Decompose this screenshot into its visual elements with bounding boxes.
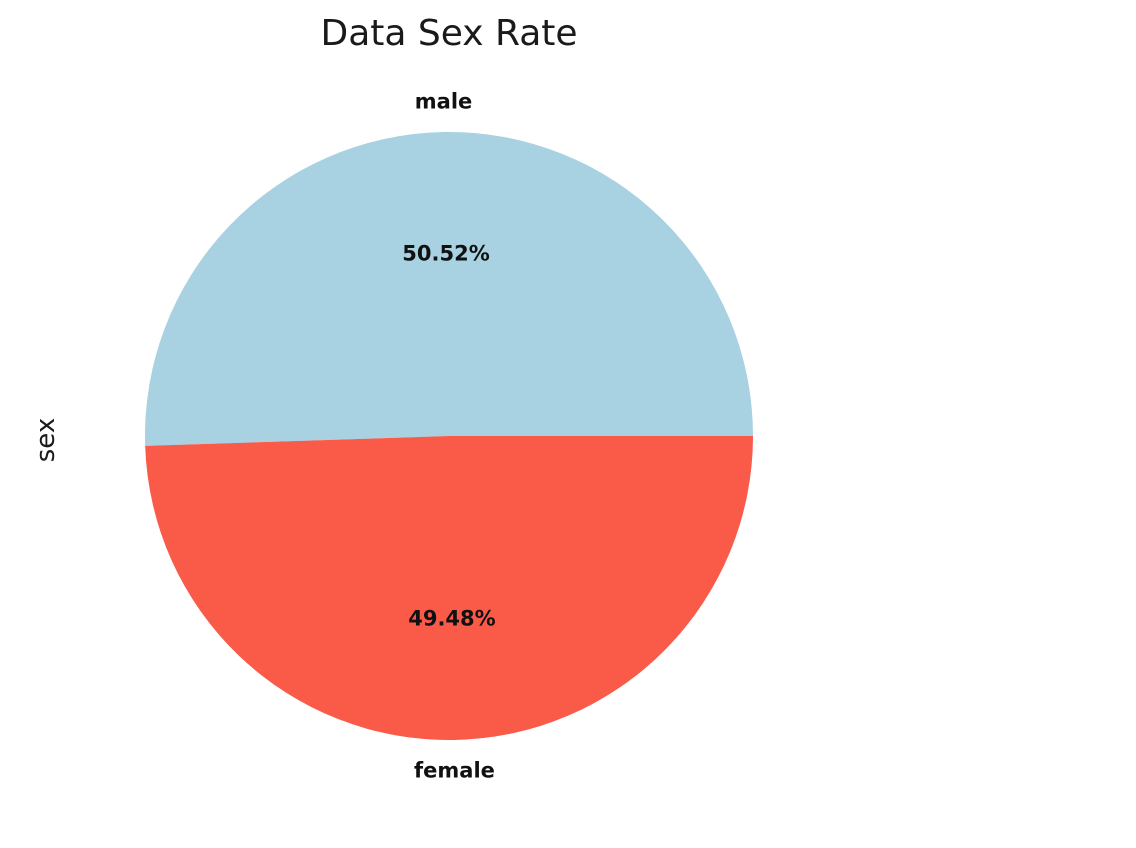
pie-slice-male xyxy=(145,132,753,446)
pct-label-female: 49.48% xyxy=(408,606,495,630)
y-axis-label: sex xyxy=(31,418,61,462)
pie-labels: male 50.52% female 49.48% xyxy=(402,90,495,783)
pct-label-male: 50.52% xyxy=(402,242,489,266)
slice-label-male: male xyxy=(415,90,473,114)
chart-title: Data Sex Rate xyxy=(320,13,577,54)
slice-label-female: female xyxy=(414,758,495,782)
pie-slices xyxy=(145,132,754,741)
pie-slice-female xyxy=(145,436,754,741)
